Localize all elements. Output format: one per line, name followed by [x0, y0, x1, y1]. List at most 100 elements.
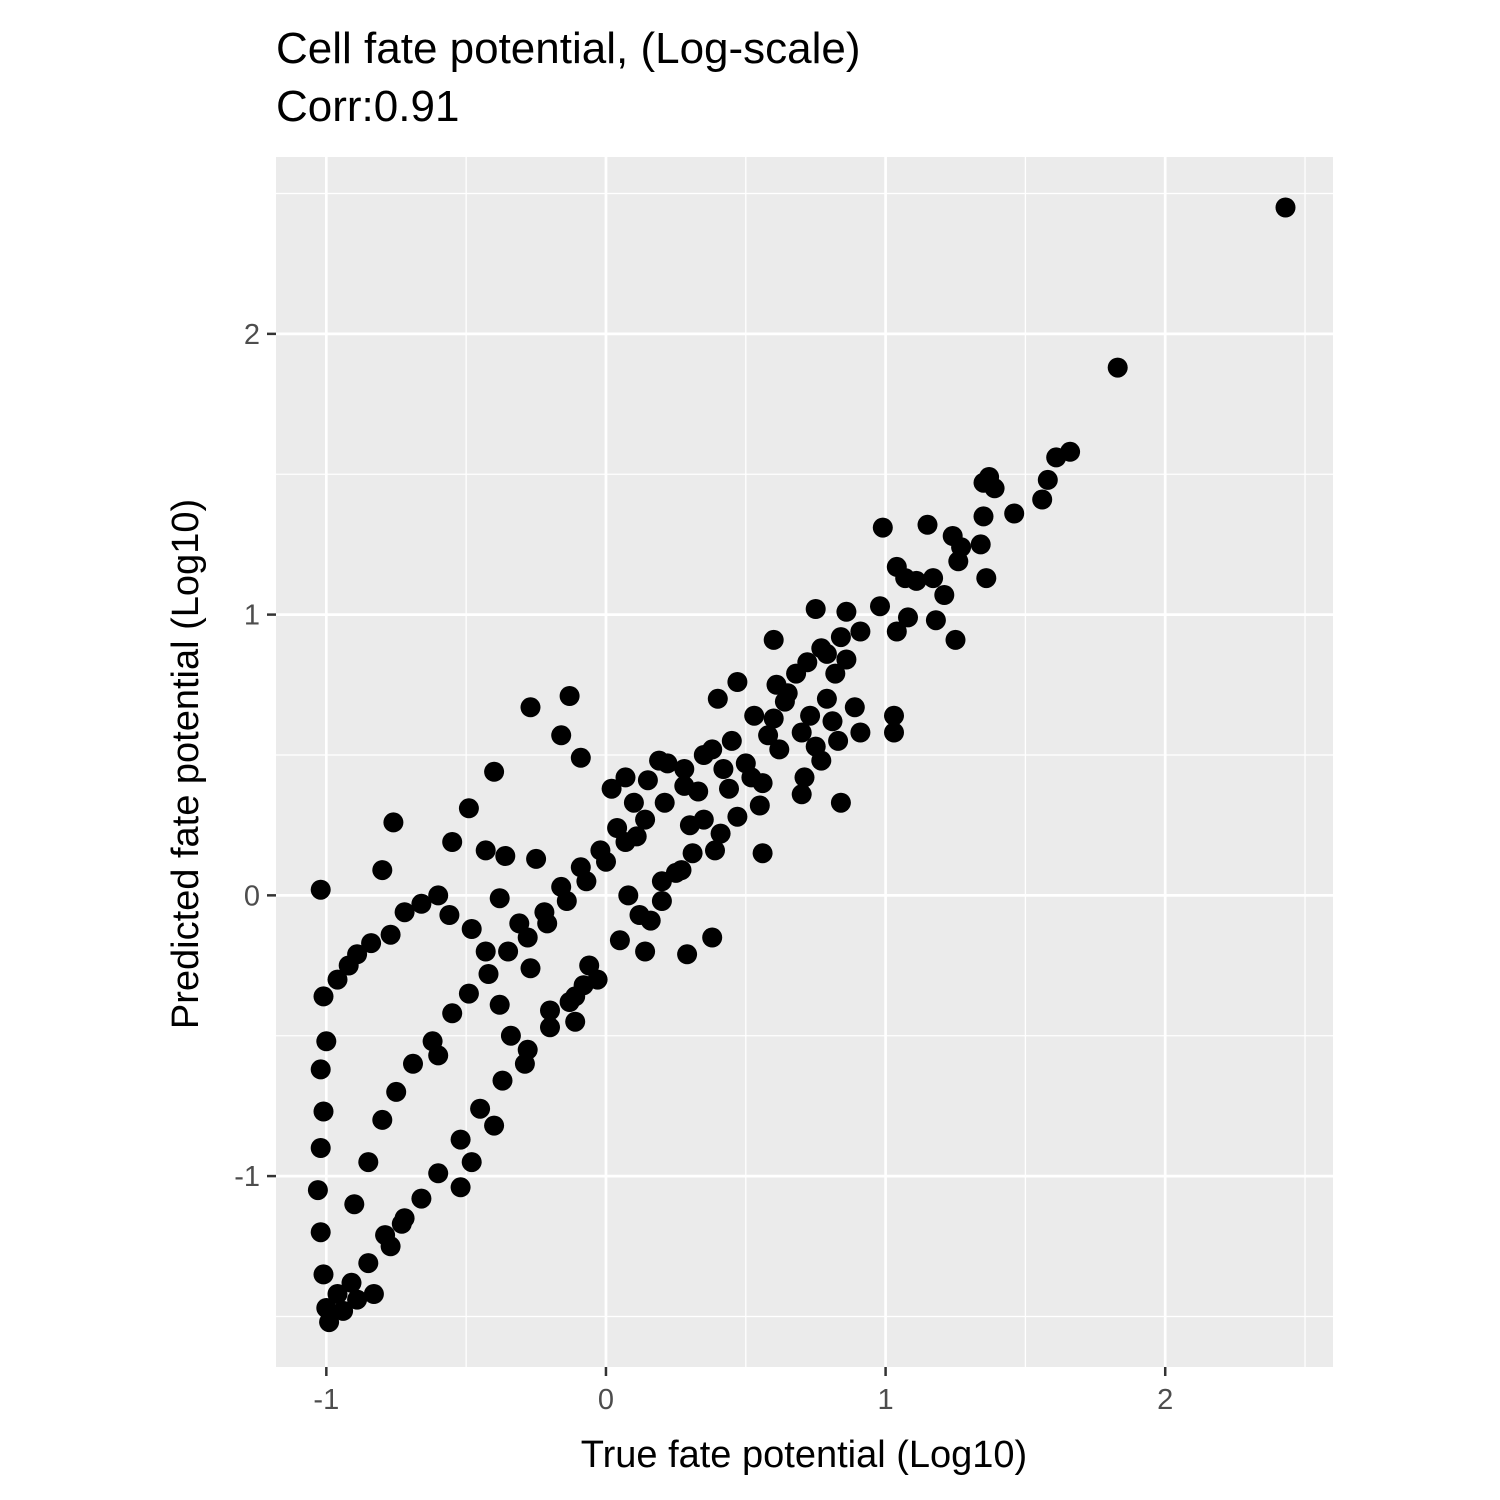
data-point: [942, 526, 963, 546]
data-point: [411, 1188, 432, 1209]
data-point: [830, 792, 851, 813]
data-point: [705, 840, 725, 861]
data-point: [970, 534, 991, 555]
data-point: [635, 809, 656, 830]
data-point: [828, 730, 849, 751]
data-point: [805, 599, 826, 619]
data-point: [752, 843, 773, 864]
data-point: [498, 941, 519, 962]
data-point: [347, 1289, 368, 1310]
data-point: [394, 1208, 415, 1229]
x-tick-label: 1: [878, 1384, 894, 1416]
data-point: [313, 986, 334, 1007]
data-point: [559, 686, 580, 706]
data-point: [794, 767, 815, 788]
data-point: [344, 1194, 365, 1215]
data-point: [484, 761, 505, 782]
data-point: [763, 629, 784, 650]
data-point: [872, 517, 893, 538]
data-point: [517, 927, 538, 948]
data-point: [811, 750, 832, 771]
data-point: [721, 730, 742, 751]
data-point: [386, 1081, 407, 1102]
data-point: [1004, 503, 1025, 524]
data-point: [439, 905, 460, 925]
data-point: [948, 551, 969, 572]
data-point: [934, 585, 955, 605]
data-point: [587, 969, 608, 990]
data-point: [442, 832, 463, 852]
data-point: [727, 806, 748, 827]
data-point: [394, 902, 415, 923]
data-point: [333, 1300, 354, 1321]
data-point: [551, 725, 572, 746]
data-point: [906, 570, 927, 591]
data-point: [307, 1180, 328, 1201]
data-point: [682, 843, 703, 864]
data-point: [749, 795, 770, 816]
data-point: [945, 629, 966, 650]
data-point: [327, 969, 348, 990]
data-point: [470, 1098, 491, 1119]
data-point: [372, 860, 393, 881]
data-point: [825, 663, 846, 684]
data-point: [478, 964, 499, 984]
data-point: [707, 688, 728, 709]
data-point: [411, 893, 432, 914]
data-point: [623, 792, 644, 813]
data-point: [442, 1003, 463, 1024]
data-point: [674, 775, 695, 796]
plot-panel: [276, 157, 1333, 1367]
data-point: [596, 851, 616, 872]
data-point: [677, 944, 698, 965]
data-point: [514, 1053, 535, 1074]
data-point: [923, 568, 944, 589]
data-point: [713, 759, 734, 779]
data-point: [428, 885, 449, 906]
data-point: [886, 621, 907, 642]
data-point: [665, 862, 686, 883]
data-point: [380, 924, 401, 945]
data-point: [870, 596, 890, 617]
data-point: [361, 933, 382, 954]
data-point: [428, 1163, 449, 1184]
data-point: [540, 1017, 560, 1038]
data-point: [576, 871, 597, 892]
data-point: [310, 1059, 331, 1080]
data-point: [791, 722, 812, 743]
data-point: [372, 1109, 393, 1130]
data-point: [422, 1031, 443, 1052]
data-point: [475, 840, 496, 861]
y-tick-label: -1: [234, 1161, 260, 1193]
data-point: [327, 1284, 348, 1304]
data-point: [976, 568, 997, 589]
data-point: [836, 601, 857, 622]
data-point: [769, 739, 790, 760]
data-point: [973, 506, 994, 527]
data-point: [450, 1177, 471, 1198]
data-point: [850, 722, 871, 743]
data-point: [383, 812, 404, 833]
data-point: [458, 983, 479, 1004]
data-point: [565, 986, 586, 1007]
x-tick-label: -1: [313, 1384, 339, 1416]
data-point: [791, 784, 812, 805]
data-point: [758, 725, 779, 746]
data-point: [310, 879, 331, 900]
data-point: [601, 778, 622, 799]
data-point: [651, 891, 672, 911]
data-point: [458, 798, 479, 819]
data-point: [489, 888, 510, 909]
data-point: [702, 927, 723, 948]
data-point: [786, 663, 807, 684]
data-point: [540, 1000, 560, 1021]
chart-title: Cell fate potential, (Log-scale): [276, 24, 861, 73]
data-point: [984, 478, 1005, 499]
data-point: [830, 627, 851, 648]
data-point: [565, 1011, 586, 1032]
data-point: [520, 958, 541, 979]
data-point: [763, 708, 784, 729]
data-point: [358, 1253, 379, 1274]
data-point: [654, 792, 675, 813]
